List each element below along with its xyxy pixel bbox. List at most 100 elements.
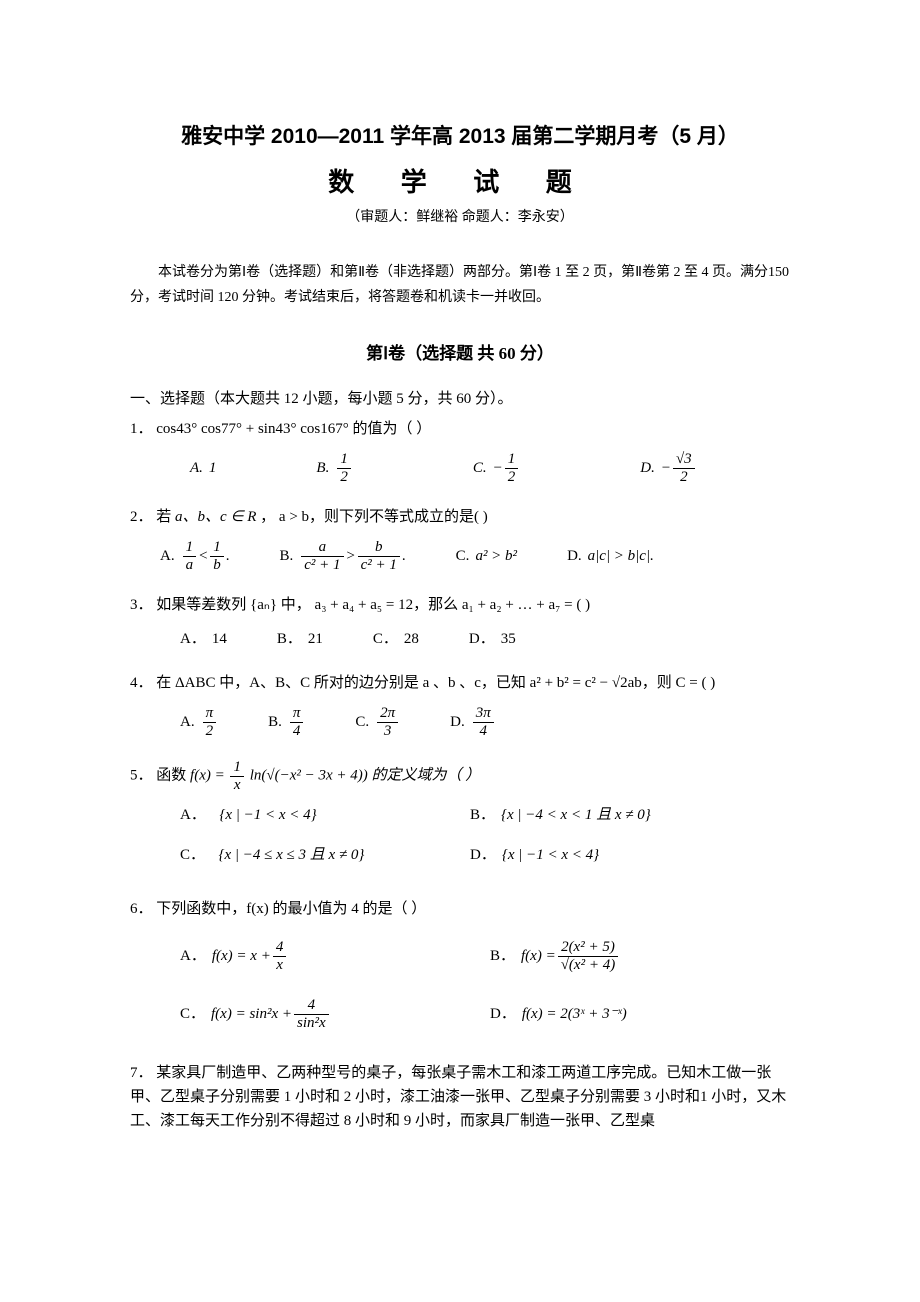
- q4-text: 在 ΔABC 中，A、B、C 所对的边分别是 a 、b 、c，已知 a² + b…: [156, 675, 715, 691]
- fraction: π4: [290, 705, 304, 739]
- numerator: √3: [673, 451, 695, 469]
- fraction: √3 2: [673, 451, 695, 485]
- q3-opt-a: A．14: [180, 627, 227, 651]
- q5-opt-d: D．{x | −1 < x < 4}: [470, 843, 599, 867]
- denominator: 4: [473, 723, 494, 740]
- denominator: 2: [203, 723, 217, 740]
- opt-label: A.: [180, 710, 195, 734]
- denominator: √(x² + 4): [558, 957, 619, 974]
- opt-label: B．: [277, 627, 302, 651]
- prefix: −: [493, 456, 503, 480]
- opt-value: 1: [209, 456, 217, 480]
- question-5: 5． 函数 f(x) = 1x ln(√(−x² − 3x + 4)) 的定义域…: [130, 759, 790, 877]
- section-a-title: 一、选择题（本大题共 12 小题，每小题 5 分，共 60 分）。: [130, 387, 790, 411]
- q1-number: 1．: [130, 421, 153, 437]
- lhs: f(x) = sin²x +: [211, 1002, 292, 1026]
- q5-prefix: 函数: [156, 768, 190, 784]
- opt-text: a|c| > b|c|.: [588, 544, 654, 568]
- q5-opt-a: A． {x | −1 < x < 4}: [180, 803, 420, 827]
- fraction: 3π4: [473, 705, 494, 739]
- opt-label: A．: [180, 944, 206, 968]
- opt-text: {x | −1 < x < 4}: [219, 803, 316, 827]
- opt-label: D．: [490, 1002, 516, 1026]
- q1-opt-a: A. 1: [190, 456, 216, 480]
- q1-opt-b: B. 1 2: [316, 451, 352, 485]
- q5-func-rhs: ln(√(−x² − 3x + 4)) 的定义域为（ ）: [250, 768, 481, 784]
- section-header: 第Ⅰ卷（选择题 共 60 分）: [130, 340, 790, 367]
- prefix: −: [661, 456, 671, 480]
- lhs: f(x) = x +: [212, 944, 271, 968]
- numerator: π: [290, 705, 304, 723]
- q6-stem: 6． 下列函数中，f(x) 的最小值为 4 的是（ ）: [130, 897, 790, 921]
- q3-opt-d: D．35: [469, 627, 516, 651]
- q6-options: A． f(x) = x + 4x B． f(x) = 2(x² + 5)√(x²…: [150, 939, 790, 1041]
- q3-stem: 3． 如果等差数列 {aₙ} 中， a₃ + a₄ + a₅ = 12，那么 a…: [130, 593, 790, 617]
- q1-opt-c: C. − 1 2: [473, 451, 520, 485]
- q4-opt-d: D. 3π4: [450, 705, 496, 739]
- q7-text: 某家具厂制造甲、乙两种型号的桌子，每张桌子需木工和漆工两道工序完成。已知木工做一…: [130, 1065, 786, 1129]
- fraction: 1 2: [337, 451, 351, 485]
- title-sub: 数 学 试 题: [130, 162, 790, 204]
- opt-label: D．: [470, 843, 496, 867]
- q1-text: cos43° cos77° + sin43° cos167° 的值为（ ）: [156, 421, 431, 437]
- q6-opt-d: D． f(x) = 2(3ˣ + 3⁻ˣ): [490, 1002, 627, 1026]
- question-1: 1． cos43° cos77° + sin43° cos167° 的值为（ ）…: [130, 417, 790, 485]
- q4-opt-a: A. π2: [180, 705, 218, 739]
- q5-number: 5．: [130, 768, 153, 784]
- q6-opt-c: C． f(x) = sin²x + 4sin²x: [180, 997, 440, 1031]
- q5-options: A． {x | −1 < x < 4} B．{x | −4 < x < 1 且 …: [150, 803, 790, 877]
- question-6: 6． 下列函数中，f(x) 的最小值为 4 的是（ ） A． f(x) = x …: [130, 897, 790, 1041]
- fraction: 1 b: [210, 539, 224, 573]
- q5-stem: 5． 函数 f(x) = 1x ln(√(−x² − 3x + 4)) 的定义域…: [130, 759, 790, 793]
- q2-opt-d: D. a|c| > b|c|.: [567, 544, 654, 568]
- fraction: a c² + 1: [301, 539, 343, 573]
- title-main: 雅安中学 2010—2011 学年高 2013 届第二学期月考（5 月）: [130, 120, 790, 154]
- q2-stem: 2． 若 a、b、c ∈ R ， a > b，则下列不等式成立的是( ): [130, 505, 790, 529]
- fraction: 4x: [273, 939, 287, 973]
- opt-label: A.: [160, 544, 175, 568]
- q4-opt-b: B. π4: [268, 705, 305, 739]
- fraction: 4sin²x: [294, 997, 329, 1031]
- numerator: 3π: [473, 705, 494, 723]
- fraction: 2π3: [377, 705, 398, 739]
- q2-number: 2．: [130, 509, 153, 525]
- opt-label: A.: [190, 456, 203, 480]
- opt-text: {x | −4 ≤ x ≤ 3 且 x ≠ 0}: [219, 843, 365, 867]
- q1-stem: 1． cos43° cos77° + sin43° cos167° 的值为（ ）: [130, 417, 790, 441]
- lhs: f(x) =: [521, 944, 556, 968]
- numerator: 4: [273, 939, 287, 957]
- suffix: .: [226, 544, 230, 568]
- opt-label: A．: [180, 803, 206, 827]
- numerator: 4: [294, 997, 329, 1015]
- numerator: 2(x² + 5): [558, 939, 619, 957]
- question-7: 7． 某家具厂制造甲、乙两种型号的桌子，每张桌子需木工和漆工两道工序完成。已知木…: [130, 1061, 790, 1133]
- opt-label: D.: [640, 456, 655, 480]
- q3-text: 如果等差数列 {aₙ} 中， a₃ + a₄ + a₅ = 12，那么 a₁ +…: [156, 597, 590, 613]
- numerator: π: [203, 705, 217, 723]
- q5-opt-c: C． {x | −4 ≤ x ≤ 3 且 x ≠ 0}: [180, 843, 420, 867]
- opt-label: B.: [279, 544, 293, 568]
- opt-text: 14: [212, 627, 227, 651]
- fraction: 1x: [230, 759, 244, 793]
- q1-opt-d: D. − √3 2: [640, 451, 696, 485]
- q2-prefix: 若: [156, 509, 175, 525]
- opt-label: B.: [268, 710, 282, 734]
- q4-stem: 4． 在 ΔABC 中，A、B、C 所对的边分别是 a 、b 、c，已知 a² …: [130, 671, 790, 695]
- q7-number: 7．: [130, 1065, 153, 1081]
- denominator: 4: [290, 723, 304, 740]
- opt-label: D.: [567, 544, 582, 568]
- q3-options: A．14 B．21 C．28 D．35: [180, 627, 790, 651]
- opt-text: {x | −1 < x < 4}: [502, 843, 599, 867]
- opt-label: C.: [355, 710, 369, 734]
- authors-line: （审题人：鲜继裕 命题人：李永安）: [130, 207, 790, 229]
- fraction: π2: [203, 705, 217, 739]
- opt-label: C．: [180, 1002, 205, 1026]
- opt-text: f(x) = 2(3ˣ + 3⁻ˣ): [522, 1002, 627, 1026]
- numerator: 1: [210, 539, 224, 557]
- q5-func-lhs: f(x) =: [190, 768, 228, 784]
- intro-paragraph: 本试卷分为第Ⅰ卷（选择题）和第Ⅱ卷（非选择题）两部分。第Ⅰ卷 1 至 2 页，第…: [130, 260, 790, 310]
- q5-opt-b: B．{x | −4 < x < 1 且 x ≠ 0}: [470, 803, 651, 827]
- numerator: b: [358, 539, 400, 557]
- q2-opt-c: C. a² > b²: [456, 544, 517, 568]
- denominator: x: [230, 777, 244, 794]
